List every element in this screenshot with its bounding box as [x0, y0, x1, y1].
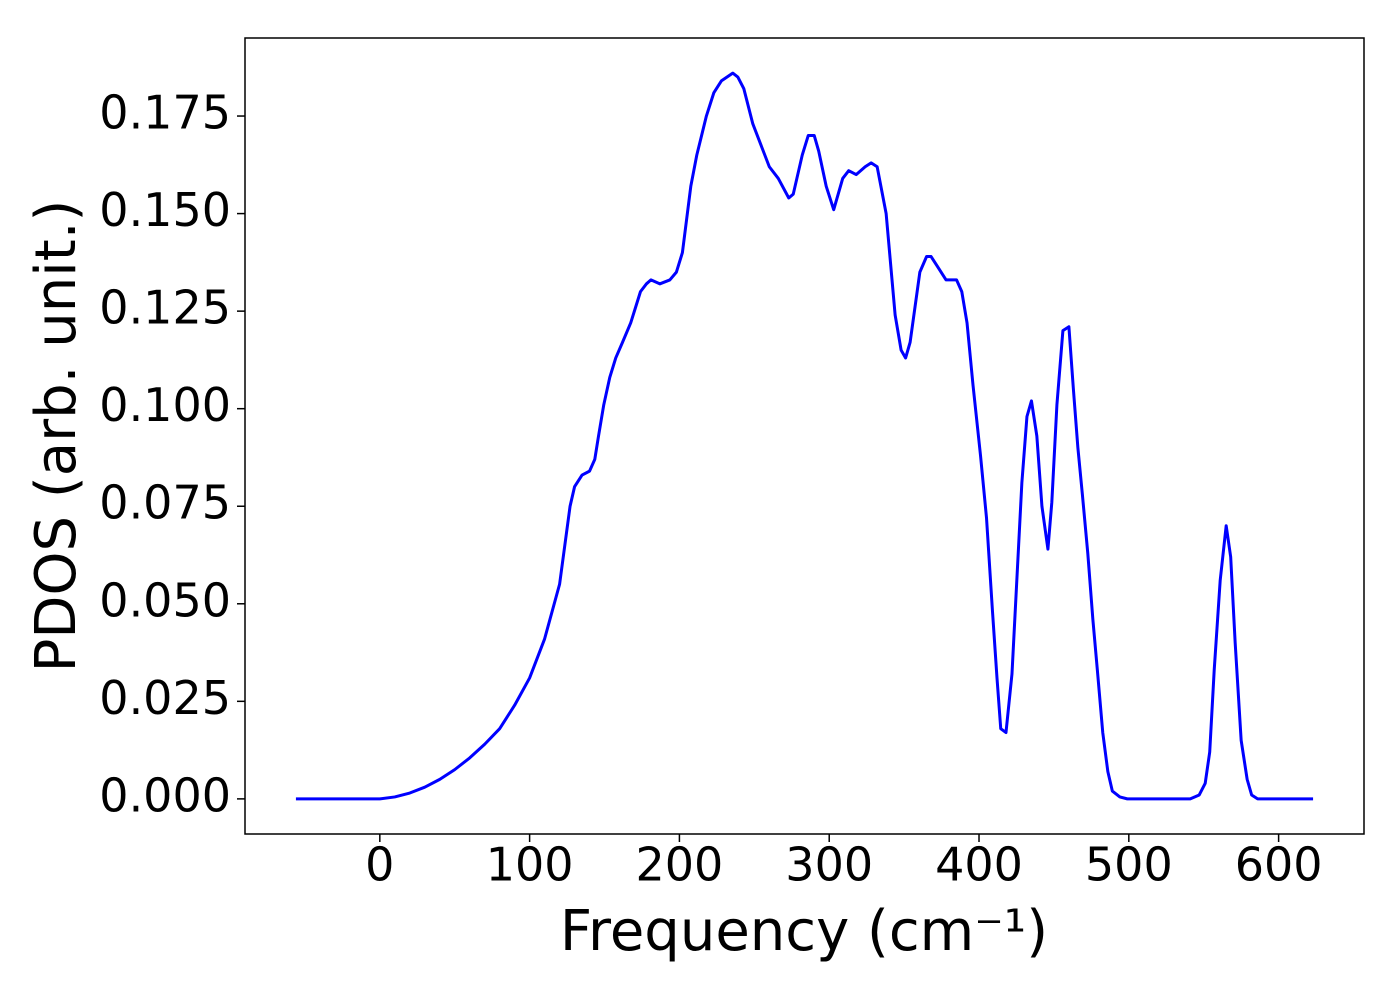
x-tick-label: 300 [785, 838, 873, 892]
y-tick-label: 0.075 [99, 476, 231, 530]
x-axis-label: Frequency (cm⁻¹) [560, 899, 1048, 964]
y-axis-label: PDOS (arb. unit.) [24, 200, 89, 673]
plot-frame [244, 37, 1365, 835]
line-series [295, 71, 1314, 801]
x-tick-label: 0 [365, 838, 394, 892]
x-tick-label: 100 [486, 838, 574, 892]
x-tick-label: 400 [935, 838, 1023, 892]
y-tick-label: 0.000 [99, 768, 231, 822]
y-tick-label: 0.125 [99, 281, 231, 335]
y-tick-label: 0.175 [99, 86, 231, 140]
x-tick-label: 500 [1085, 838, 1173, 892]
x-tick-label: 200 [636, 838, 724, 892]
x-tick-label: 600 [1235, 838, 1323, 892]
y-tick-label: 0.100 [99, 378, 231, 432]
y-tick-label: 0.025 [99, 671, 231, 725]
y-tick-label: 0.050 [99, 573, 231, 627]
y-tick-label: 0.150 [99, 183, 231, 237]
